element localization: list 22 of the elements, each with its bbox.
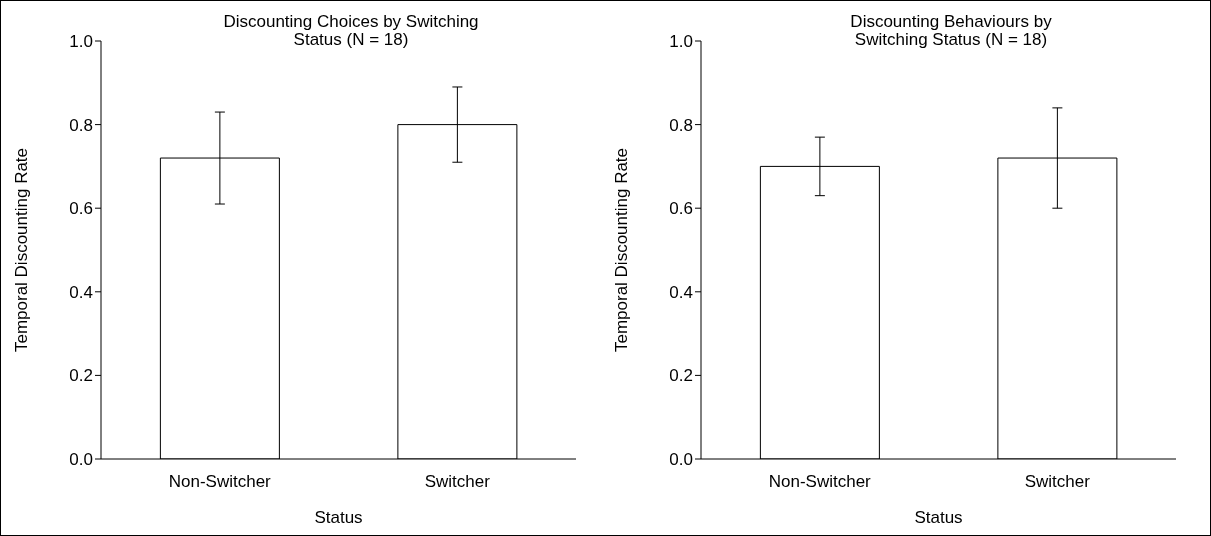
chart-title: Discounting Choices by Switching Status (N = 18) (222, 12, 480, 49)
x-tick-label: Switcher (424, 472, 491, 492)
x-axis-title: Status (314, 508, 363, 527)
y-tick-label: 0.0 (69, 450, 93, 470)
chart-title: Discounting Behaviours by Switching Status (N = 18) (849, 12, 1053, 49)
x-axis-title: Status (914, 508, 963, 527)
y-tick-label: 0.6 (669, 199, 693, 219)
x-tick-label: Non-Switcher (168, 472, 272, 492)
y-tick-label: 0.2 (669, 366, 693, 386)
x-tick-label: Non-Switcher (768, 472, 872, 492)
y-tick-label: 0.6 (69, 199, 93, 219)
y-tick-label: 1.0 (69, 32, 93, 52)
y-tick-label: 0.8 (69, 115, 93, 135)
y-axis-title: Temporal Discounting Rate (12, 147, 32, 353)
y-tick-label: 1.0 (669, 32, 693, 52)
y-tick-label: 0.0 (669, 450, 693, 470)
y-tick-label: 0.4 (669, 282, 693, 302)
x-tick-label: Switcher (1024, 472, 1091, 492)
y-axis-title: Temporal Discounting Rate (612, 147, 632, 353)
y-tick-label: 0.4 (69, 282, 93, 302)
y-tick-label: 0.8 (669, 115, 693, 135)
y-tick-label: 0.2 (69, 366, 93, 386)
